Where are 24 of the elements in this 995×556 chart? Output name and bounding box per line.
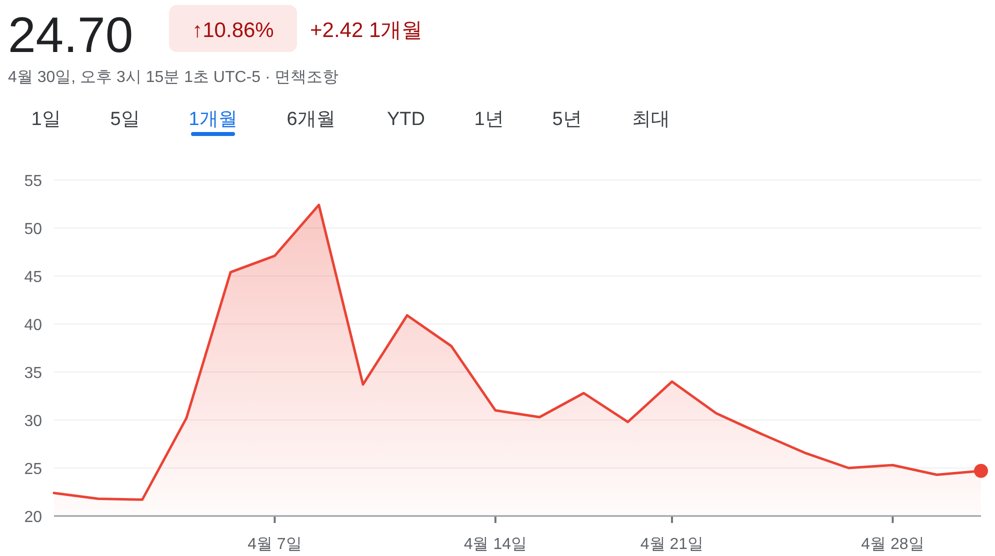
text: YTD bbox=[387, 109, 425, 130]
text: 1일 bbox=[31, 109, 61, 130]
text: ↑10.86% bbox=[192, 19, 274, 42]
y-tick-label: 55 bbox=[24, 173, 42, 190]
y-tick-label: 30 bbox=[24, 413, 42, 430]
y-tick-label: 40 bbox=[24, 317, 42, 334]
text: 5년 bbox=[552, 109, 582, 130]
x-tick-label: 4월 28일 bbox=[861, 536, 924, 553]
y-tick-label: 45 bbox=[24, 269, 42, 286]
y-tick-label: 25 bbox=[24, 461, 42, 478]
x-tick-label: 4월 21일 bbox=[640, 536, 704, 553]
text: +2.42 1개월 bbox=[310, 19, 423, 42]
y-tick-label: 20 bbox=[24, 509, 42, 526]
text: 1년 bbox=[474, 109, 504, 130]
x-tick-label: 4월 7일 bbox=[248, 536, 302, 553]
chart-subtitle: 4월 30일, 오후 3시 15분 1초 UTC-5 · 면책조항 bbox=[8, 69, 339, 86]
y-tick-label: 50 bbox=[24, 221, 42, 238]
text: 최대 bbox=[632, 109, 670, 130]
text: 5일 bbox=[110, 109, 140, 130]
text: 1개월 bbox=[188, 109, 238, 130]
chart-title: 24.70 bbox=[8, 7, 134, 63]
x-tick-label: 4월 14일 bbox=[464, 536, 527, 553]
y-tick-label: 35 bbox=[24, 365, 42, 382]
text: 6개월 bbox=[286, 109, 336, 130]
